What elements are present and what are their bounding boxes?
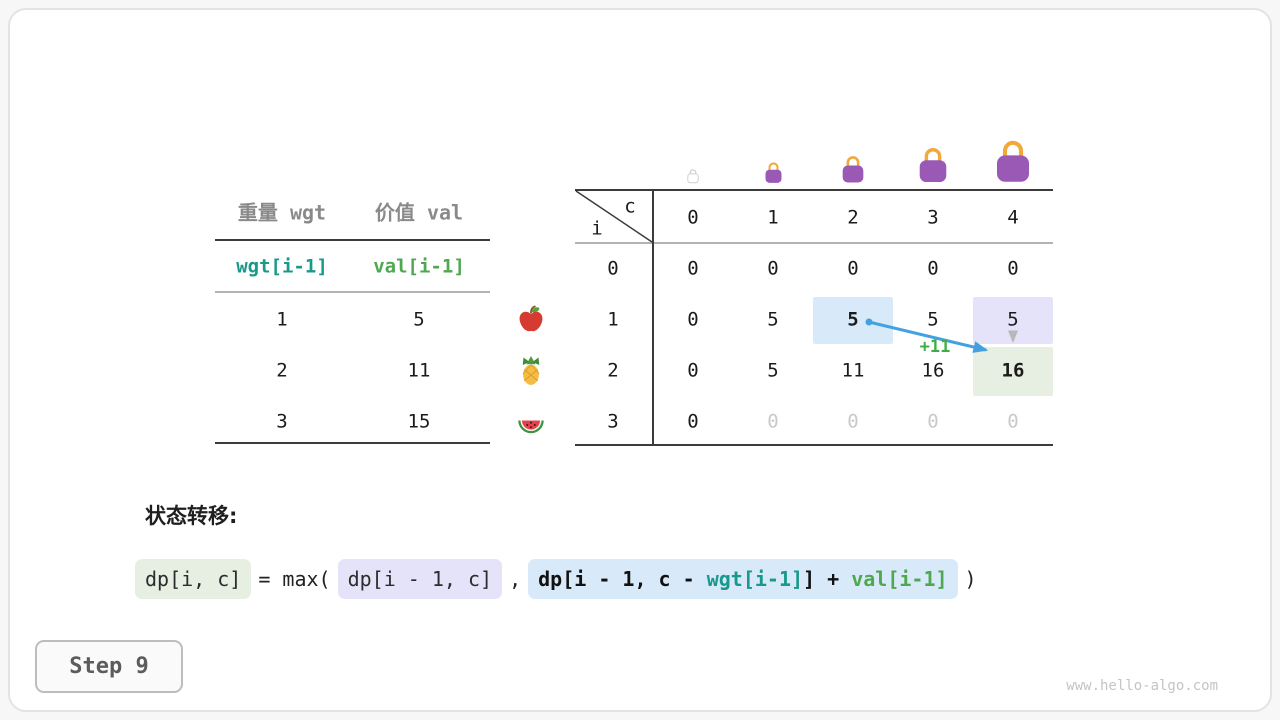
- items-table-rule-bottom: [215, 442, 490, 444]
- bag-icon-capacity-1: [762, 160, 785, 184]
- formula-val-term: val[i-1]: [851, 567, 948, 591]
- dp-cell-3-4: 0: [1007, 410, 1019, 433]
- dp-cell-1-1: 5: [767, 308, 779, 331]
- dp-row-label-1: 1: [607, 308, 619, 331]
- dp-col-header-2: 2: [847, 206, 859, 229]
- bag-icon-capacity-3: [914, 144, 952, 184]
- figure-card: [8, 8, 1272, 712]
- dp-cell-0-4: 0: [1007, 257, 1019, 280]
- dp-cell-1-3: 5: [927, 308, 939, 331]
- dp-col-header-3: 3: [927, 206, 939, 229]
- val-variable-cell: val[i-1]: [373, 255, 465, 278]
- formula-equals-max: = max(: [258, 567, 331, 591]
- dp-cell-2-2: 11: [841, 359, 865, 382]
- items-col-header-value: 价值 val: [374, 200, 464, 225]
- item-2-value: 11: [407, 359, 431, 382]
- formula-comma: ,: [509, 567, 522, 591]
- dp-table-rule-top: [575, 189, 1053, 191]
- item-3-weight: 3: [276, 410, 288, 433]
- dp-cell-2-4-target: 16: [1001, 359, 1025, 382]
- dp-corner-row-var: i: [591, 217, 603, 240]
- value-added-annotation: +11: [919, 337, 951, 357]
- dp-cell-3-3: 0: [927, 410, 939, 433]
- bag-icon-capacity-4: [990, 136, 1036, 184]
- wgt-variable-cell: wgt[i-1]: [236, 255, 328, 278]
- dp-cell-highlight-target-green: [973, 347, 1053, 396]
- dp-cell-1-0: 0: [687, 308, 699, 331]
- dp-table-rule-bottom: [575, 444, 1053, 446]
- formula-lhs-box: dp[i, c]: [135, 559, 252, 599]
- item-1-weight: 1: [276, 308, 288, 331]
- formula-option1-box: dp[i - 1, c]: [337, 559, 503, 599]
- empty-bag-icon: [685, 167, 701, 184]
- item-1-value: 5: [413, 308, 425, 331]
- dp-col-header-0: 0: [687, 206, 699, 229]
- watermark-text: www.hello-algo.com: [1066, 678, 1218, 694]
- dp-cell-0-1: 0: [767, 257, 779, 280]
- dp-cell-0-2: 0: [847, 257, 859, 280]
- item-3-value: 15: [407, 410, 431, 433]
- dp-cell-2-1: 5: [767, 359, 779, 382]
- dp-cell-1-4-source: 5: [1007, 308, 1019, 331]
- dp-cell-2-3: 16: [921, 359, 945, 382]
- dp-cell-2-0: 0: [687, 359, 699, 382]
- dp-cell-1-2-source: 5: [847, 308, 859, 331]
- dp-row-label-2: 2: [607, 359, 619, 382]
- formula-wgt-term: wgt[i-1]: [706, 567, 804, 591]
- items-col-header-weight: 重量 wgt: [237, 200, 327, 225]
- pineapple-icon: [516, 356, 546, 386]
- dp-table-rule-header: [575, 242, 1053, 244]
- apple-icon: [516, 305, 546, 335]
- formula-option2-part: ] +: [803, 567, 852, 591]
- state-transition-heading: 状态转移:: [145, 504, 238, 528]
- dp-cell-0-0: 0: [687, 257, 699, 280]
- item-2-weight: 2: [276, 359, 288, 382]
- dp-row-label-3: 3: [607, 410, 619, 433]
- state-transition-formula: dp[i, c] = max( dp[i - 1, c] , dp[i - 1,…: [135, 559, 984, 599]
- formula-close-paren: ): [964, 567, 977, 591]
- formula-option2-box: dp[i - 1, c - wgt[i-1]] + val[i-1]: [528, 559, 958, 599]
- dp-row-label-0: 0: [607, 257, 619, 280]
- dp-corner-col-var: c: [624, 195, 636, 218]
- dp-cell-3-0: 0: [687, 410, 699, 433]
- dp-cell-3-2: 0: [847, 410, 859, 433]
- dp-cell-0-3: 0: [927, 257, 939, 280]
- step-indicator-button[interactable]: Step 9: [35, 640, 183, 693]
- formula-option2-part: dp[i - 1, c -: [538, 567, 707, 591]
- dp-col-header-4: 4: [1007, 206, 1019, 229]
- watermelon-icon: [516, 407, 546, 437]
- dp-table-rule-vertical: [652, 189, 654, 446]
- bag-icon-capacity-2: [838, 153, 868, 184]
- dp-cell-3-1: 0: [767, 410, 779, 433]
- items-table-rule-top: [215, 239, 490, 241]
- items-table-rule-middle: [215, 291, 490, 293]
- dp-col-header-1: 1: [767, 206, 779, 229]
